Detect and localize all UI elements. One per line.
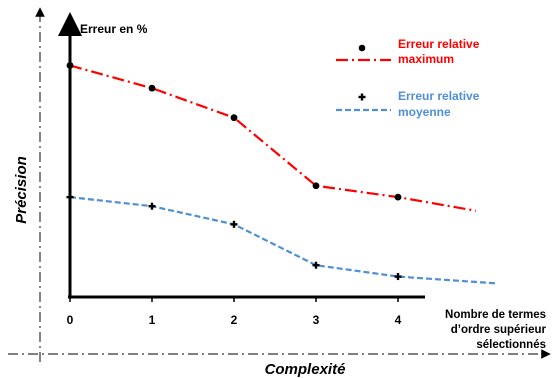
series-line-0 bbox=[69, 64, 477, 212]
legend-label-mean-2: moyenne bbox=[398, 105, 451, 119]
legend-label-max-1: Erreur relative bbox=[398, 37, 480, 51]
x-tick-label-2: 2 bbox=[231, 313, 238, 327]
series-layer bbox=[66, 62, 497, 285]
outer-xlabel: Complexité bbox=[265, 361, 346, 378]
point-s1-1 bbox=[148, 202, 156, 210]
legend-label-max-2: maximum bbox=[398, 52, 454, 66]
point-s1-4 bbox=[394, 273, 402, 281]
legend-marker-mean bbox=[358, 93, 366, 101]
legend-marker-max bbox=[358, 44, 366, 52]
point-s0-3 bbox=[312, 182, 320, 190]
x-tick-label-1: 1 bbox=[149, 313, 156, 327]
xlabel-line-2: d’ordre supérieur bbox=[451, 324, 547, 336]
point-s0-2 bbox=[230, 114, 238, 122]
x-tick-label-4: 4 bbox=[395, 313, 402, 327]
xlabel-line-3: sélectionnés bbox=[476, 339, 546, 351]
legend: Erreur relative maximum Erreur relative … bbox=[336, 37, 480, 119]
legend-label-mean-1: Erreur relative bbox=[398, 89, 480, 103]
point-s1-2 bbox=[230, 220, 238, 228]
point-s0-0 bbox=[66, 62, 74, 69]
point-s0-1 bbox=[148, 84, 156, 92]
point-s0-4 bbox=[394, 193, 402, 201]
outer-ylabel: Précision bbox=[13, 156, 30, 224]
series-line-1 bbox=[69, 196, 497, 285]
point-s1-3 bbox=[312, 261, 320, 269]
point-s1-0 bbox=[66, 193, 74, 201]
x-tick-label-3: 3 bbox=[313, 313, 320, 327]
x-tick-labels: 0 1 2 3 4 bbox=[67, 297, 402, 327]
inner-ylabel: Erreur en % bbox=[80, 22, 148, 36]
x-tick-label-0: 0 bbox=[67, 313, 74, 327]
xlabel-line-1: Nombre de termes bbox=[445, 309, 546, 321]
